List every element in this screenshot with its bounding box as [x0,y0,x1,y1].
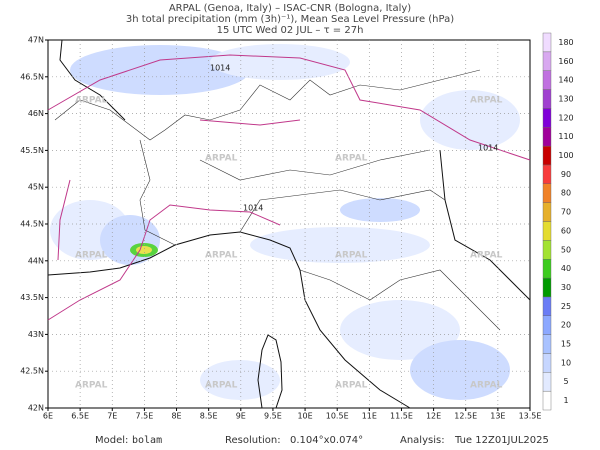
lon-tick-label: 8E [171,412,181,421]
colorbar-swatch [542,145,552,166]
watermark: ARPAL [205,381,238,391]
colorbar-label: 100 [558,151,573,160]
watermark: ARPAL [205,251,238,261]
colorbar-label: 10 [561,358,571,367]
colorbar-label: 40 [561,264,571,273]
colorbar-swatch [542,89,552,109]
colorbar-swatch [542,202,552,222]
lon-tick-label: 12E [426,412,441,421]
lon-tick-label: 10E [297,412,312,421]
colorbar-swatch [542,372,552,392]
lat-tick-label: 45.5N [20,146,44,155]
colorbar-label: 160 [558,57,573,66]
lon-tick-label: 9.5E [264,412,282,421]
colorbar-swatch [542,51,552,71]
footer-value: 0.104°x0.074° [290,435,363,446]
footer-label: Resolution: [225,435,281,446]
lon-tick-label: 8.5E [200,412,218,421]
title-line: 3h total precipitation (mm (3h)⁻¹), Mean… [126,14,454,25]
colorbar-swatch [542,277,552,298]
isobar-label: 1014 [243,204,263,213]
colorbar-swatch [542,240,552,260]
colorbar-swatch [542,334,552,354]
colorbar-label: 25 [561,302,571,311]
lon-tick-label: 7.5E [136,412,154,421]
title-line: 15 UTC Wed 02 JUL – τ = 27h [217,25,364,36]
lon-tick-label: 9E [236,412,246,421]
lat-tick-label: 46.5N [20,72,44,81]
colorbar-label: 130 [558,94,573,103]
watermark: ARPAL [335,154,368,164]
lat-tick-label: 44N [28,256,44,265]
borders [54,69,501,331]
colorbar-label: 30 [561,283,571,292]
lon-tick-label: 6.5E [71,412,89,421]
colorbar-label: 180 [558,38,573,47]
colorbar-label: 80 [561,189,571,198]
colorbar: 1510152025304050607080901001101201301401… [542,32,574,411]
watermark: ARPAL [75,251,108,261]
isobar-label: 1014 [478,144,498,153]
colorbar-label: 90 [561,170,571,179]
map: 1014 1014 1014 ARPAL ARPAL ARPAL ARPAL ARPAL… [47,39,531,409]
footer-value: Tue 12Z01JUL2025 [454,435,549,446]
lat-tick-label: 47N [28,36,44,45]
colorbar-swatch [542,390,552,411]
colorbar-label: 5 [563,377,568,386]
lon-tick-label: 13E [490,412,505,421]
lon-tick-label: 12.5E [454,412,477,421]
colorbar-swatch [542,32,552,53]
isobars [47,54,531,321]
lat-tick-label: 45N [28,183,44,192]
colorbar-label: 15 [561,340,571,349]
footer-label: Analysis: [400,435,445,446]
watermark: ARPAL [75,381,108,391]
watermark: ARPAL [335,381,368,391]
watermark: ARPAL [335,251,368,261]
watermark: ARPAL [75,96,108,106]
colorbar-label: 120 [558,113,573,122]
lon-tick-label: 6E [43,412,53,421]
watermark: ARPAL [470,381,503,391]
colorbar-swatch [542,221,552,241]
lat-tick-label: 42N [28,404,44,413]
colorbar-swatch [542,127,552,147]
lon-tick-label: 11E [362,412,377,421]
watermark: ARPAL [470,251,503,261]
lon-tick-label: 13.5E [519,412,542,421]
colorbar-label: 20 [561,321,571,330]
lat-tick-label: 44.5N [20,220,44,229]
colorbar-label: 110 [558,132,573,141]
lat-tick-label: 43.5N [20,293,44,302]
watermark: ARPAL [205,154,238,164]
colorbar-swatch [542,108,552,128]
lon-tick-label: 10.5E [326,412,349,421]
lat-tick-label: 46N [28,109,44,118]
colorbar-swatch [542,70,552,90]
watermark: ARPAL [470,96,503,106]
lon-tick-label: 7E [107,412,117,421]
colorbar-label: 60 [561,226,571,235]
precipitation [50,44,520,400]
colorbar-label: 70 [561,208,571,217]
colorbar-swatch [542,296,552,316]
colorbar-swatch [542,183,552,203]
colorbar-swatch [542,315,552,335]
footer-label: Model: [95,435,128,446]
title-line: ARPAL (Genoa, Italy) – ISAC-CNR (Bologna… [169,3,411,14]
colorbar-swatch [542,259,552,279]
colorbar-swatch [542,164,552,184]
lat-tick-label: 43N [28,330,44,339]
colorbar-label: 1 [563,396,568,405]
lon-tick-label: 11.5E [390,412,413,421]
colorbar-label: 50 [561,245,571,254]
footer-value: bolam [132,435,162,446]
colorbar-label: 140 [558,76,573,85]
lat-tick-label: 42.5N [20,367,44,376]
colorbar-swatch [542,353,552,373]
isobar-label: 1014 [210,64,230,73]
